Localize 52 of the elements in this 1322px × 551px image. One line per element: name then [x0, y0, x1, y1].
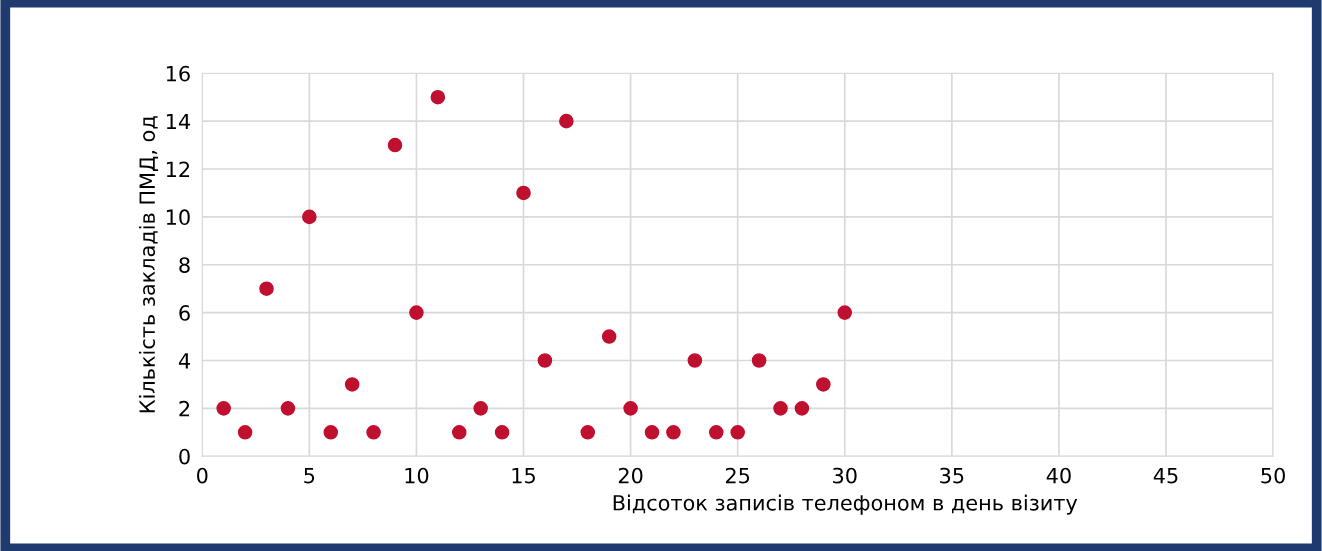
point: [601, 329, 617, 344]
point: [302, 209, 317, 225]
y-tick-label: 4: [178, 353, 190, 369]
point: [730, 425, 745, 440]
y-tick-label: 6: [179, 305, 190, 321]
x-tick-label: 30: [833, 467, 857, 484]
point: [687, 353, 703, 368]
point: [644, 425, 660, 440]
point: [280, 401, 296, 416]
x-axis-title: Відсоток записів телефоном в день візиту: [613, 494, 1078, 515]
x-tick-label: 5: [304, 467, 315, 484]
x-tick-label: 0: [197, 467, 208, 484]
point: [237, 425, 253, 440]
point: [794, 401, 810, 416]
point: [494, 425, 510, 440]
x-tick-label: 35: [940, 467, 964, 484]
y-tick-label: 10: [166, 209, 190, 226]
point: [816, 377, 831, 392]
point: [751, 353, 767, 368]
x-tick-label: 45: [1153, 467, 1178, 484]
point: [473, 401, 488, 416]
point: [666, 425, 681, 440]
point: [580, 425, 596, 440]
point: [409, 305, 424, 320]
point: [773, 401, 788, 416]
point: [430, 89, 446, 105]
y-tick-label: 2: [179, 400, 190, 417]
y-tick-label: 0: [179, 448, 190, 465]
y-tick-label: 12: [166, 161, 190, 177]
y-axis-title: Кількість закладів ПМД, од: [138, 116, 159, 413]
point: [537, 353, 553, 368]
point: [387, 137, 403, 153]
point: [323, 425, 339, 440]
point: [708, 425, 724, 440]
point: [451, 425, 467, 440]
point: [623, 401, 638, 416]
point: [837, 305, 853, 320]
x-tick-label: 25: [725, 467, 750, 484]
point: [516, 185, 531, 201]
x-tick-label: 50: [1261, 467, 1285, 484]
y-tick-label: 14: [166, 113, 190, 130]
x-tick-label: 40: [1046, 467, 1071, 484]
point: [559, 113, 574, 129]
x-tick-label: 15: [512, 467, 535, 484]
x-tick-label: 20: [618, 467, 643, 484]
point: [216, 401, 231, 416]
y-tick-label: 16: [166, 65, 190, 82]
point: [344, 377, 360, 392]
point: [259, 281, 274, 296]
x-tick-label: 10: [405, 467, 429, 484]
point: [366, 425, 381, 440]
y-tick-label: 8: [179, 257, 190, 273]
